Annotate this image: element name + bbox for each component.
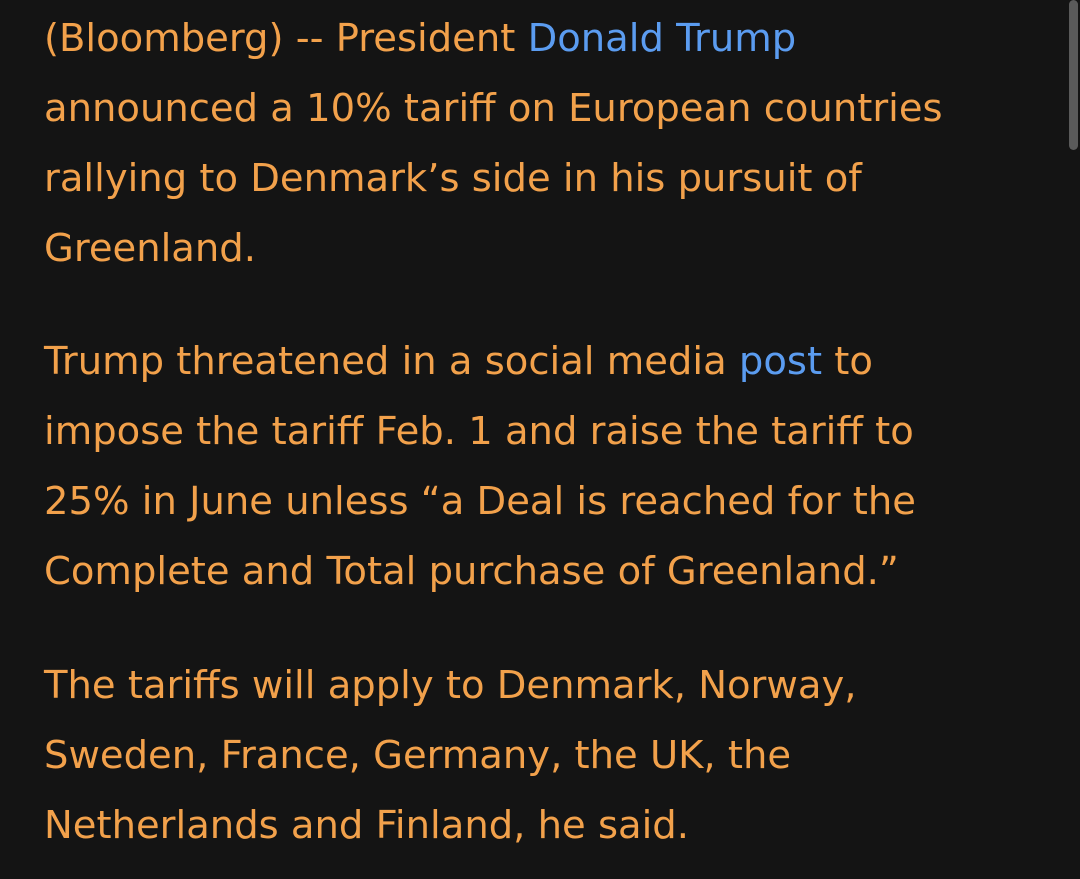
paragraph-1: (Bloomberg) -- President Donald Trump an…	[44, 4, 1044, 284]
paragraph-3-line-2: Sweden, France, Germany, the UK, the	[44, 733, 792, 778]
paragraph-3-line-1: The tariffs will apply to Denmark, Norwa…	[44, 663, 857, 708]
paragraph-2: Trump threatened in a social media post …	[44, 327, 1044, 607]
vertical-scrollbar[interactable]	[1066, 0, 1080, 879]
paragraph-2-line-4: Complete and Total purchase of Greenland…	[44, 549, 899, 594]
paragraph-1-line-2: announced a 10% tariff on European count…	[44, 86, 943, 131]
paragraph-2-line-3: 25% in June unless “a Deal is reached fo…	[44, 479, 916, 524]
paragraph-2-line-2: impose the tariff Feb. 1 and raise the t…	[44, 409, 914, 454]
paragraph-1-line-3: rallying to Denmark’s side in his pursui…	[44, 156, 862, 201]
paragraph-3: The tariffs will apply to Denmark, Norwa…	[44, 651, 1044, 861]
paragraph-1-text: (Bloomberg) -- President	[44, 16, 528, 61]
scrollbar-thumb[interactable]	[1069, 0, 1078, 150]
paragraph-2-text-after-link: to	[822, 339, 873, 384]
paragraph-1-line-1: (Bloomberg) -- President Donald Trump	[44, 4, 1044, 74]
paragraph-1-line-4: Greenland.	[44, 226, 256, 271]
paragraph-2-line-1: Trump threatened in a social media post …	[44, 327, 1044, 397]
donald-trump-link[interactable]: Donald Trump	[527, 16, 797, 61]
paragraph-2-text: Trump threatened in a social media	[44, 339, 739, 384]
paragraph-3-line-3: Netherlands and Finland, he said.	[44, 803, 689, 848]
post-link[interactable]: post	[738, 339, 823, 384]
